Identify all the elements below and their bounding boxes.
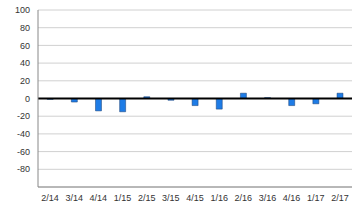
svg-text:1/15: 1/15 [114,193,132,203]
svg-text:1/17: 1/17 [307,193,325,203]
svg-text:20: 20 [20,76,30,86]
svg-text:4/16: 4/16 [283,193,301,203]
svg-text:60: 60 [20,41,30,51]
svg-text:0: 0 [25,94,30,104]
svg-text:4/15: 4/15 [186,193,204,203]
svg-text:2/15: 2/15 [138,193,156,203]
svg-text:4/14: 4/14 [90,193,108,203]
svg-text:1/16: 1/16 [210,193,228,203]
svg-text:3/14: 3/14 [65,193,83,203]
svg-text:80: 80 [20,23,30,33]
svg-text:3/16: 3/16 [259,193,277,203]
svg-text:3/15: 3/15 [162,193,180,203]
svg-text:2/16: 2/16 [235,193,253,203]
svg-text:-60: -60 [17,147,30,157]
svg-text:2/14: 2/14 [41,193,59,203]
svg-text:-80: -80 [17,164,30,174]
svg-text:40: 40 [20,58,30,68]
svg-text:100: 100 [15,5,30,15]
svg-text:-40: -40 [17,129,30,139]
svg-text:2/17: 2/17 [331,193,349,203]
svg-text:-20: -20 [17,111,30,121]
